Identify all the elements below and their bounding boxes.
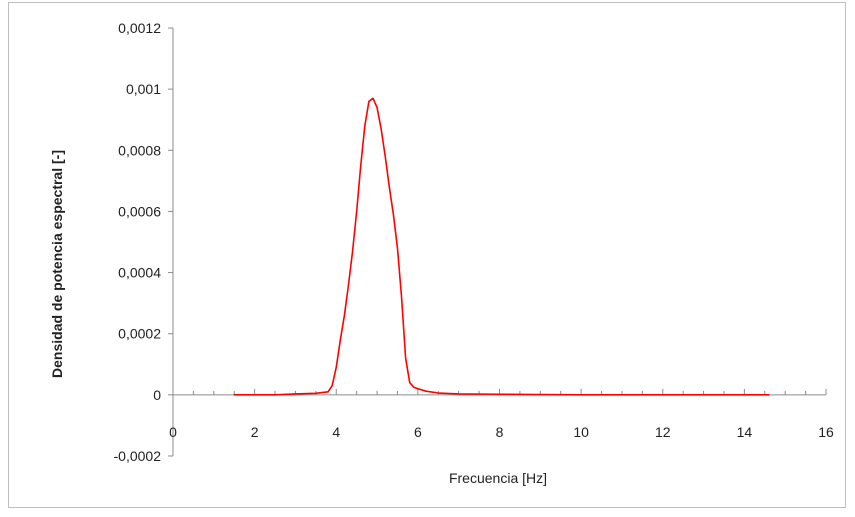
- data-point: [327, 391, 328, 392]
- data-point: [364, 125, 365, 126]
- data-point: [703, 394, 704, 395]
- y-tick-label: 0: [153, 387, 161, 403]
- data-point: [438, 392, 439, 393]
- data-point: [234, 394, 235, 395]
- y-tick-label: 0,0002: [118, 326, 161, 342]
- data-point: [356, 211, 357, 212]
- x-tick-label: 2: [251, 424, 259, 440]
- data-point: [499, 394, 500, 395]
- data-point: [458, 393, 459, 394]
- data-point: [385, 156, 386, 157]
- data-point: [768, 394, 769, 395]
- data-point: [372, 98, 373, 99]
- data-point: [389, 186, 390, 187]
- x-tick-label: 10: [573, 424, 589, 440]
- y-tick-label: 0,001: [126, 81, 161, 97]
- y-tick-label: -0,0002: [114, 448, 162, 464]
- data-point: [425, 391, 426, 392]
- data-point: [662, 394, 663, 395]
- y-axis-title: Densidad de potencia espectral [-]: [49, 150, 65, 378]
- data-point: [744, 394, 745, 395]
- data-point: [376, 107, 377, 108]
- data-point: [336, 367, 337, 368]
- series-group: [233, 97, 770, 396]
- x-tick-label: 4: [332, 424, 340, 440]
- data-point: [417, 388, 418, 389]
- data-point: [397, 248, 398, 249]
- data-point: [405, 358, 406, 359]
- x-axis: 0 2 4 6 8 10 12 14 16: [169, 388, 834, 440]
- data-point: [254, 394, 255, 395]
- y-tick-label: 0,0006: [118, 203, 161, 219]
- data-point: [381, 128, 382, 129]
- data-point: [274, 394, 275, 395]
- data-point: [393, 214, 394, 215]
- x-tick-label: 8: [496, 424, 504, 440]
- x-tick-label: 14: [737, 424, 753, 440]
- data-point: [348, 284, 349, 285]
- series-line: [233, 97, 770, 396]
- x-tick-label: 12: [655, 424, 671, 440]
- data-point: [344, 315, 345, 316]
- data-point: [409, 382, 410, 383]
- x-tick-label: 6: [414, 424, 422, 440]
- data-point: [413, 387, 414, 388]
- data-point: [295, 393, 296, 394]
- x-tick-label: 16: [818, 424, 834, 440]
- x-tick-label: 0: [169, 424, 177, 440]
- y-tick-label: 0,0004: [118, 265, 161, 281]
- data-point: [340, 339, 341, 340]
- data-point: [332, 385, 333, 386]
- data-point: [621, 394, 622, 395]
- y-tick-label: 0,0008: [118, 142, 161, 158]
- data-point: [581, 394, 582, 395]
- data-point: [368, 101, 369, 102]
- chart-frame: [8, 2, 846, 508]
- data-point: [401, 296, 402, 297]
- y-tick-label: 0,0012: [118, 20, 161, 36]
- data-point: [540, 394, 541, 395]
- data-point: [352, 251, 353, 252]
- data-point: [315, 393, 316, 394]
- x-axis-title: Frecuencia [Hz]: [449, 470, 547, 486]
- data-point: [360, 165, 361, 166]
- y-axis: -0,0002 0 0,0002 0,0004 0,0006 0,0008 0,001 0,0…: [114, 20, 174, 464]
